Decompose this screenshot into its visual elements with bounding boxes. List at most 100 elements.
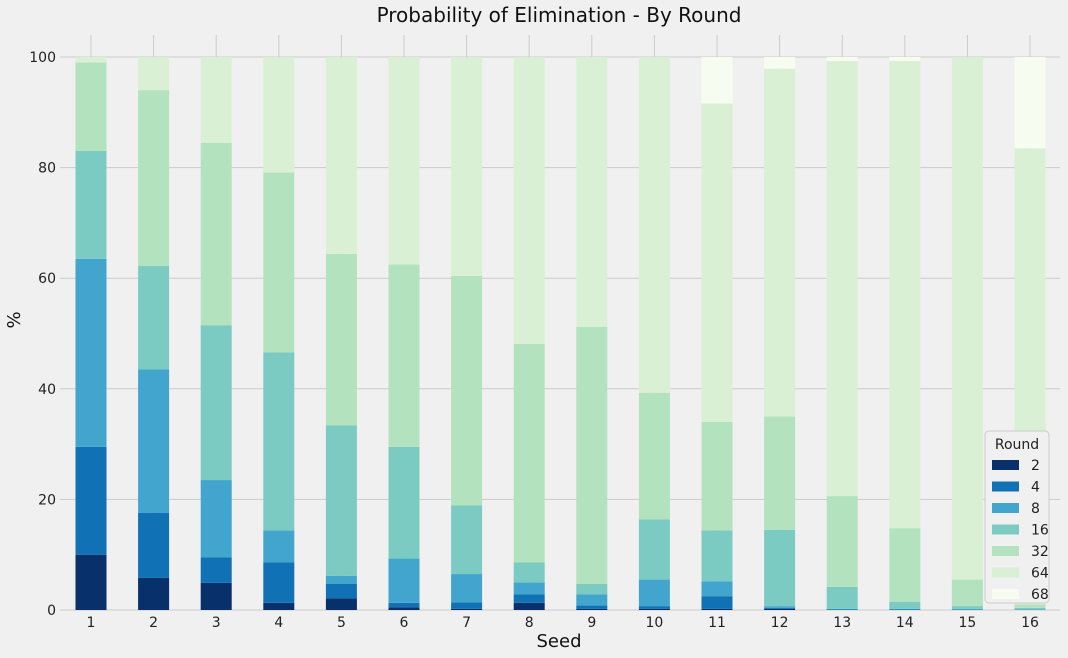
bar-segment	[513, 57, 545, 345]
bar-segment	[701, 421, 733, 531]
bar-segment	[889, 609, 921, 610]
bar-segment	[513, 602, 545, 610]
bar-segment	[263, 57, 295, 173]
bar-segment	[764, 416, 796, 530]
bar-segment	[138, 266, 170, 370]
bar-segment	[138, 57, 170, 91]
bar-segment	[1014, 604, 1046, 608]
bar-segment	[200, 142, 232, 326]
bar-segment	[75, 57, 107, 63]
x-tick-label: 12	[771, 615, 789, 631]
bar-segment	[764, 68, 796, 417]
bar-segment	[513, 594, 545, 603]
x-tick-label: 10	[645, 615, 663, 631]
bar-segment	[325, 598, 357, 610]
bar-segment	[75, 258, 107, 447]
legend: Round 2 4 8 16 32 64 68	[984, 430, 1050, 604]
legend-swatch	[992, 567, 1019, 578]
bar-segment	[325, 57, 357, 254]
bar-segment	[388, 607, 420, 610]
legend-label: 64	[1031, 566, 1049, 582]
x-tick-label: 8	[525, 615, 534, 631]
bar-segment	[263, 352, 295, 531]
bar-segment	[701, 57, 733, 104]
x-tick-label: 2	[149, 615, 158, 631]
bar-segment	[826, 496, 858, 587]
legend-label: 68	[1031, 587, 1049, 603]
bar-segment	[576, 594, 608, 606]
bar-segment	[388, 57, 420, 265]
bar-segment	[451, 275, 483, 506]
legend-swatch	[992, 481, 1019, 492]
bar-segment	[451, 57, 483, 276]
bar-segment	[951, 606, 983, 609]
bar-segment	[764, 57, 796, 69]
bar-segment	[263, 530, 295, 563]
y-tick-label: 0	[47, 603, 56, 619]
bar-segment	[951, 608, 983, 610]
bar-segment	[764, 607, 796, 609]
x-tick-label: 14	[896, 615, 914, 631]
bar-segment	[951, 57, 983, 580]
bar-segment	[200, 557, 232, 583]
bar-segment	[889, 57, 921, 61]
bar-segment	[701, 103, 733, 422]
y-tick-label: 20	[38, 492, 56, 508]
bar-segment	[638, 519, 670, 580]
bar-segment	[889, 60, 921, 529]
x-axis-label: Seed	[537, 631, 582, 652]
x-tick-label: 7	[462, 615, 471, 631]
bars	[75, 57, 1046, 610]
bar-segment	[638, 579, 670, 607]
bar-segment	[576, 605, 608, 609]
bar-segment	[951, 579, 983, 607]
bar-segment	[826, 60, 858, 497]
y-axis-label: %	[4, 311, 25, 328]
bar-segment	[325, 425, 357, 576]
x-tick-label: 5	[337, 615, 346, 631]
bar-segment	[388, 446, 420, 559]
bar-segment	[388, 602, 420, 608]
bar-segment	[138, 577, 170, 610]
bar-segment	[1014, 57, 1046, 149]
bar-segment	[263, 562, 295, 603]
bar-segment	[75, 62, 107, 152]
x-tick-label: 13	[833, 615, 851, 631]
bar-segment	[200, 480, 232, 558]
bar-segment	[263, 602, 295, 610]
bar-segment	[701, 581, 733, 597]
bar-segment	[513, 582, 545, 595]
x-tick-label: 9	[587, 615, 596, 631]
bar-segment	[701, 596, 733, 609]
x-tick-label: 16	[1021, 615, 1039, 631]
bar-segment	[638, 608, 670, 610]
legend-label: 16	[1031, 523, 1049, 539]
bar-segment	[889, 528, 921, 602]
bar-segment	[200, 57, 232, 143]
legend-title: Round	[995, 437, 1039, 453]
legend-swatch	[992, 503, 1019, 513]
bar-segment	[638, 392, 670, 520]
bar-segment	[1014, 607, 1046, 610]
bar-segment	[388, 558, 420, 603]
x-tick-labels: 1 2 3 4 5 6 7 8 9 10 11 12 13 14 15 16	[87, 615, 1039, 631]
bar-segment	[263, 172, 295, 353]
legend-frame	[984, 430, 1050, 604]
y-tick-label: 100	[29, 50, 56, 66]
y-tick-labels: 0 20 40 60 80 100	[29, 50, 56, 619]
bar-segment	[826, 586, 858, 609]
y-tick-label: 60	[38, 271, 56, 287]
legend-label: 4	[1031, 480, 1040, 496]
chart-title: Probability of Elimination - By Round	[377, 3, 742, 27]
bar-segment	[638, 57, 670, 393]
bar-segment	[576, 326, 608, 585]
bar-segment	[138, 90, 170, 267]
legend-swatch	[992, 524, 1019, 535]
bar-segment	[451, 505, 483, 575]
bar-segment	[638, 606, 670, 609]
x-tick-label: 3	[212, 615, 221, 631]
legend-swatch	[992, 460, 1019, 470]
x-tick-label: 15	[958, 615, 976, 631]
legend-label: 8	[1031, 501, 1040, 517]
